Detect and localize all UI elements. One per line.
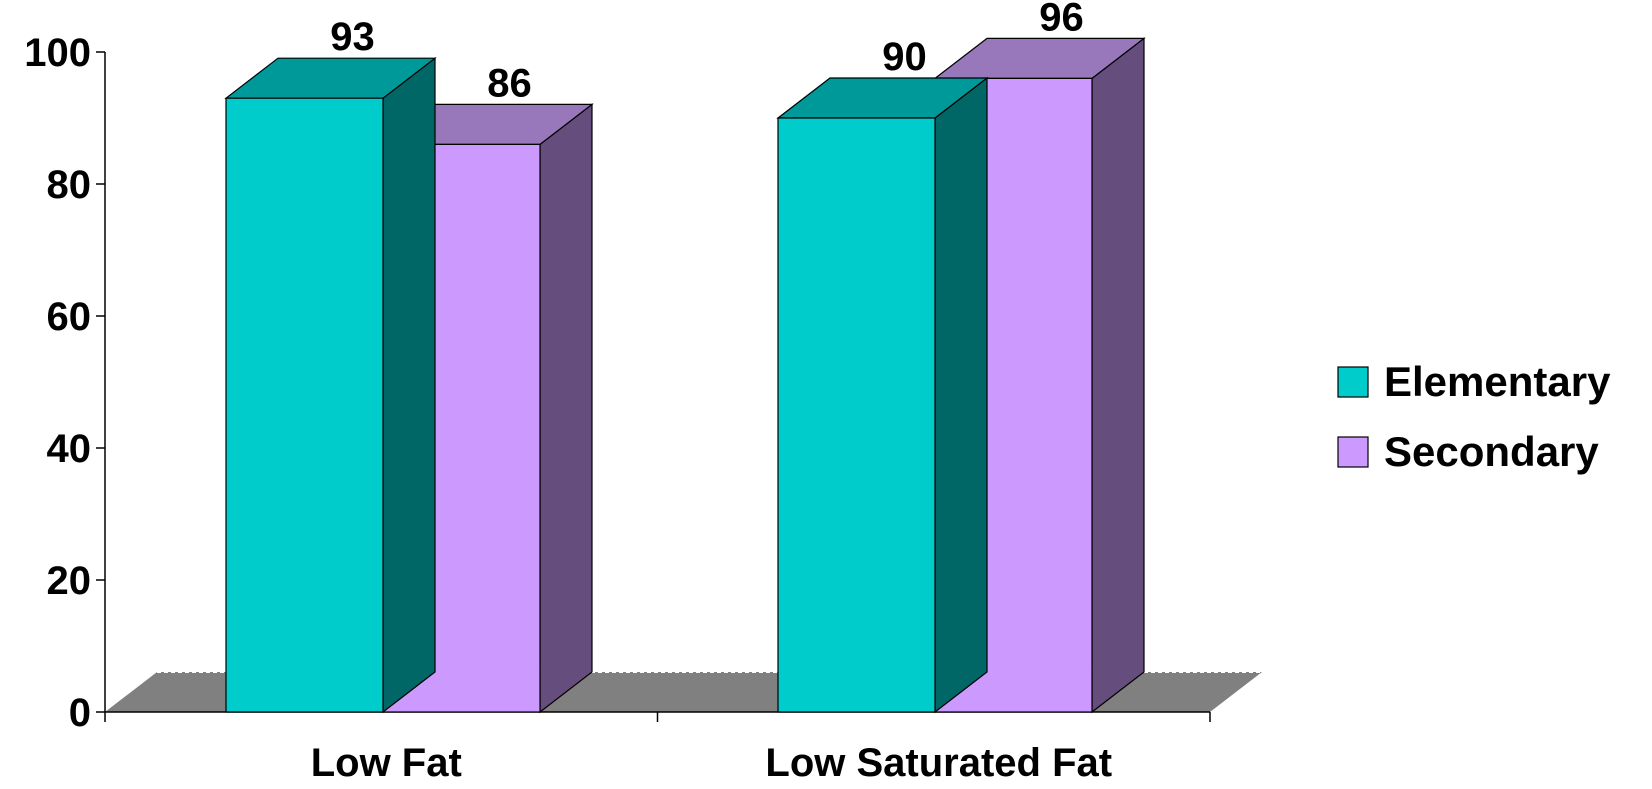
legend-item-secondary: Secondary — [1337, 428, 1599, 475]
data-label: 86 — [487, 61, 532, 105]
data-label: 96 — [1039, 0, 1084, 39]
legend-label: Elementary — [1384, 358, 1611, 405]
bar-elementary-1 — [224, 56, 437, 714]
y-tick-label: 80 — [47, 163, 92, 207]
data-label: 93 — [330, 15, 375, 59]
x-category-label: Low Fat — [311, 741, 462, 784]
legend-swatch — [1337, 436, 1369, 468]
bar-front-face — [225, 97, 384, 713]
y-tick-label: 40 — [47, 427, 92, 471]
bar-side-face — [382, 56, 436, 714]
bar-secondary-2 — [933, 37, 1146, 714]
y-tick-label: 60 — [47, 295, 92, 339]
bar-side-face — [934, 76, 988, 714]
legend-label: Secondary — [1384, 428, 1599, 475]
bar-side-face — [539, 103, 593, 714]
y-tick-label: 0 — [69, 691, 91, 735]
y-tick-label: 20 — [47, 559, 92, 603]
x-category-label: Low Saturated Fat — [765, 741, 1112, 784]
data-label: 90 — [882, 35, 927, 79]
legend-item-elementary: Elementary — [1337, 358, 1611, 405]
bar-front-face — [777, 117, 936, 713]
legend-swatch — [1337, 366, 1369, 398]
y-tick-label: 100 — [24, 31, 91, 75]
bar-elementary-2 — [776, 76, 989, 714]
bar-side-face — [1091, 37, 1145, 714]
